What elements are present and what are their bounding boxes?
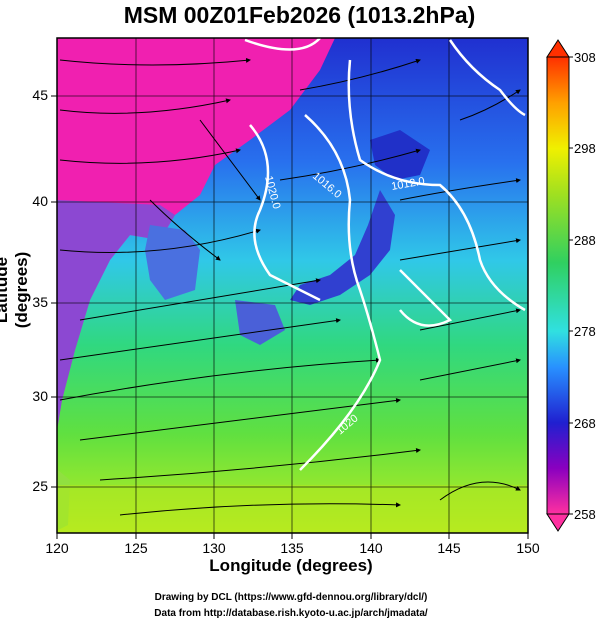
x-tick-label: 120: [45, 540, 69, 556]
y-tick-label: 35: [32, 294, 48, 310]
x-tick-label: 140: [359, 540, 383, 556]
colorbar-tick-label: 278: [574, 324, 596, 339]
honshu: [290, 190, 395, 305]
page-title: MSM 00Z01Feb2026 (1013.2hPa): [123, 2, 476, 28]
colorbar-tick-label: 308: [574, 50, 596, 65]
lat-lon-grid: [57, 38, 528, 533]
x-tick-label: 130: [202, 540, 226, 556]
y-tick-label: 40: [32, 193, 48, 209]
x-axis-label: Longitude (degrees): [209, 556, 373, 575]
axis-ticks: [51, 95, 529, 539]
kyushu-shikoku: [235, 300, 285, 345]
korea-peninsula: [145, 225, 200, 300]
x-tick-label: 145: [437, 540, 461, 556]
warm-band: [57, 485, 528, 533]
colorbar-max-arrow: [546, 39, 570, 58]
colorbar-min-arrow: [546, 513, 570, 532]
continent-cold-region: [57, 38, 335, 430]
isobar-label-1012-0: 1012.0: [390, 175, 425, 193]
colorbar-tick-label: 288: [574, 233, 596, 248]
isobar-lines: [244, 38, 526, 471]
colorbar-tick-label: 298: [574, 141, 596, 156]
colorbar: 308 298 288 278 268 258: [546, 39, 596, 532]
credit-line-data: Data from http://database.rish.kyoto-u.a…: [154, 608, 428, 619]
y-tick-label: 30: [32, 388, 48, 404]
colorbar-scale: [546, 56, 570, 515]
x-tick-label: 135: [280, 540, 304, 556]
colorbar-tick-label: 268: [574, 416, 596, 431]
y-tick-labels: 25 30 35 40 45: [32, 87, 48, 494]
wind-streamlines: [59, 57, 521, 516]
credit-line-dcl: Drawing by DCL (https://www.gfd-dennou.o…: [154, 592, 428, 603]
colorbar-tick-label: 258: [574, 507, 596, 522]
y-tick-label: 45: [32, 87, 48, 103]
y-tick-label: 25: [32, 478, 48, 494]
continent-transition: [57, 200, 175, 430]
x-tick-label: 150: [516, 540, 540, 556]
x-tick-label: 125: [124, 540, 148, 556]
x-tick-labels: 120 125 130 135 140 145 150: [45, 540, 540, 556]
map-plot-area: 1020.0 1016.0 1012.0 1020: [57, 38, 528, 533]
